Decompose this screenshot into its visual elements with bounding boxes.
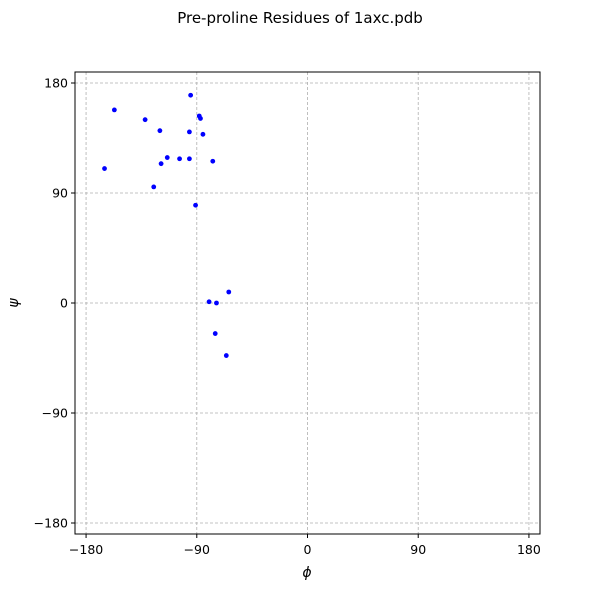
data-point-19 — [212, 331, 218, 336]
data-point-17 — [206, 299, 212, 305]
data-point-3 — [157, 128, 163, 134]
data-point-14 — [151, 184, 157, 190]
data-point-9 — [177, 156, 182, 162]
y-axis-label: ψ — [6, 298, 22, 308]
x-axis-ticks: −180 −90 0 90 180 — [69, 534, 541, 557]
data-point-2 — [142, 117, 148, 123]
data-points — [102, 92, 232, 358]
data-point-13 — [102, 166, 107, 171]
x-tick-label: 90 — [410, 542, 426, 557]
x-tick-label: −90 — [184, 542, 210, 557]
chart-title: Pre-proline Residues of 1axc.pdb — [177, 9, 423, 27]
data-point-12 — [158, 161, 164, 167]
y-tick-label: 180 — [44, 76, 68, 91]
data-point-16 — [226, 289, 232, 295]
y-tick-label: 90 — [52, 186, 68, 201]
x-tick-label: 0 — [304, 542, 312, 557]
grid-lines — [75, 72, 540, 534]
data-point-5 — [198, 116, 203, 121]
y-axis-ticks: −180 −90 0 90 180 — [34, 76, 75, 531]
data-point-8 — [164, 155, 170, 160]
y-tick-label: −180 — [34, 516, 68, 531]
x-axis-label: ϕ — [302, 565, 311, 581]
data-point-6 — [187, 129, 192, 135]
data-point-11 — [210, 158, 216, 164]
x-tick-label: −180 — [69, 542, 103, 557]
data-point-7 — [200, 131, 206, 137]
data-point-18 — [214, 300, 219, 306]
data-point-15 — [193, 202, 198, 208]
data-point-10 — [187, 156, 192, 162]
y-tick-label: 0 — [60, 296, 68, 311]
data-point-0 — [111, 107, 117, 113]
y-tick-label: −90 — [42, 406, 68, 421]
data-point-1 — [188, 92, 194, 98]
x-tick-label: 180 — [517, 542, 541, 557]
data-point-20 — [223, 353, 229, 358]
